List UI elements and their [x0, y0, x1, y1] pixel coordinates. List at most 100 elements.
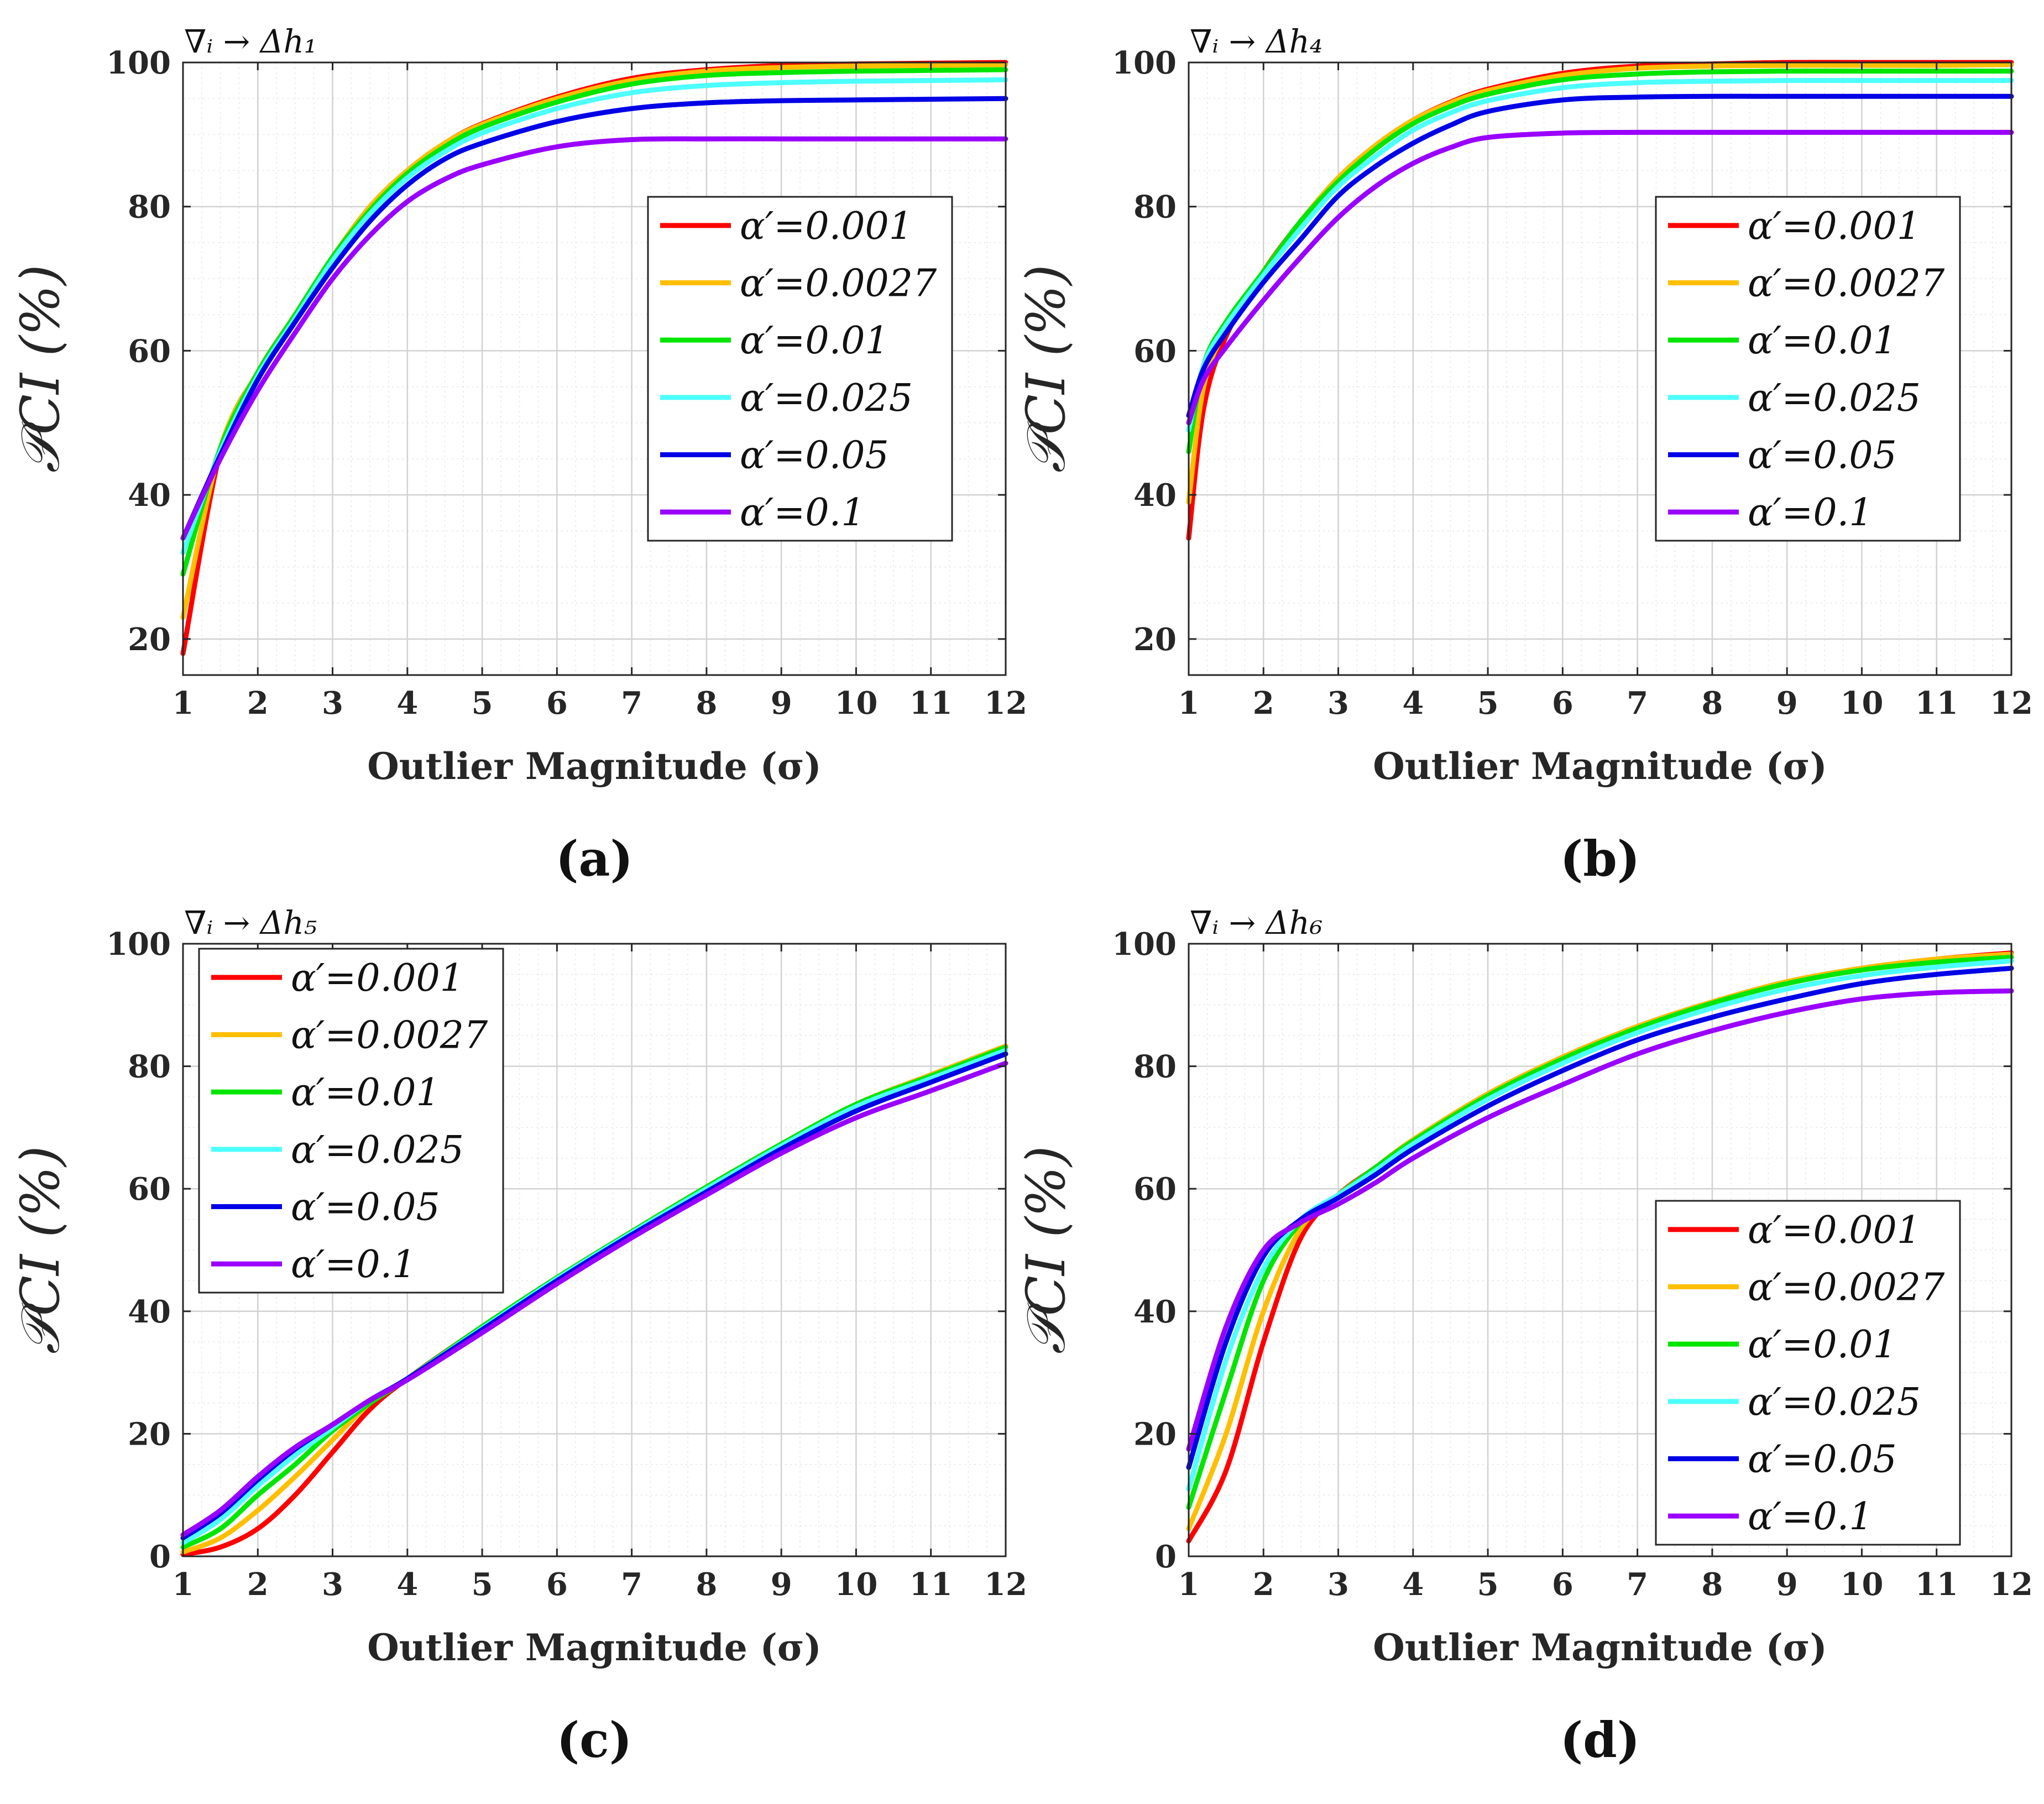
- y-tick-label: 60: [128, 333, 171, 369]
- legend-label: α′=0.01: [291, 1071, 440, 1115]
- x-tick-label: 6: [546, 1566, 568, 1603]
- x-tick-label: 3: [1327, 685, 1349, 721]
- y-tick-label: 100: [106, 45, 171, 81]
- y-tick-label: 80: [128, 1049, 171, 1085]
- y-tick-label: 0: [149, 1539, 171, 1575]
- legend-label: α′=0.025: [1748, 377, 1921, 420]
- legend-label: α′=0.01: [1748, 319, 1897, 363]
- legend-label: α′=0.1: [740, 491, 865, 535]
- legend-label: α′=0.01: [740, 319, 889, 363]
- x-tick-label: 11: [909, 685, 953, 721]
- legend-label: α′=0.1: [291, 1243, 416, 1287]
- y-tick-label: 80: [1133, 189, 1177, 226]
- x-tick-label: 2: [247, 1566, 269, 1603]
- y-tick-label: 40: [1133, 477, 1177, 514]
- series-line-5: [1186, 965, 2014, 1470]
- x-tick-label: 1: [172, 1566, 194, 1603]
- x-tick-label: 1: [1178, 1566, 1200, 1603]
- x-tick-label: 11: [1915, 685, 1958, 721]
- y-axis-label: 𝒫CI (%): [9, 1146, 71, 1354]
- legend: α′=0.001 α′=0.0027 α′=0.01 α′=0.025 α′=0.05 α…: [1655, 196, 1961, 542]
- panel-caption: (d): [1560, 1711, 1640, 1769]
- x-tick-label: 12: [1990, 685, 2033, 721]
- x-tick-label: 7: [621, 1566, 642, 1603]
- x-tick-label: 10: [834, 1566, 877, 1603]
- legend-box: [647, 196, 953, 542]
- legend-label: α′=0.0027: [740, 262, 937, 306]
- y-tick-label: 60: [128, 1171, 171, 1207]
- legend-label: α′=0.001: [1748, 1209, 1921, 1252]
- chart-title: ∇ᵢ → Δh₆: [1190, 904, 1322, 942]
- legend-box: [198, 948, 504, 1294]
- legend: α′=0.001 α′=0.0027 α′=0.01 α′=0.025 α′=0.05 α…: [1655, 1200, 1961, 1546]
- x-tick-label: 12: [1990, 1566, 2033, 1603]
- panel-caption: (c): [557, 1711, 632, 1769]
- legend-label: α′=0.05: [1748, 1438, 1897, 1482]
- y-axis-label: 𝒫CI (%): [1015, 1146, 1077, 1354]
- panel-caption: (b): [1560, 830, 1640, 887]
- panel-caption: (a): [556, 830, 633, 887]
- legend-label: α′=0.001: [740, 205, 913, 248]
- x-tick-label: 9: [1776, 685, 1798, 721]
- legend-label: α′=0.01: [1748, 1323, 1897, 1367]
- x-axis-label: Outlier Magnitude (σ): [367, 745, 822, 788]
- x-tick-label: 4: [1402, 1566, 1424, 1603]
- legend-label: α′=0.05: [291, 1186, 440, 1230]
- legend-label: α′=0.001: [1748, 205, 1921, 248]
- x-tick-label: 6: [1552, 1566, 1573, 1603]
- legend-label: α′=0.001: [291, 956, 464, 1000]
- x-tick-label: 1: [1178, 685, 1200, 721]
- y-axis-label: 𝒫CI (%): [9, 264, 71, 473]
- y-tick-label: 40: [128, 477, 171, 514]
- x-tick-label: 7: [1627, 1566, 1648, 1603]
- y-tick-label: 60: [1133, 333, 1177, 369]
- series-line-6: [1186, 988, 2014, 1452]
- x-tick-label: 5: [472, 685, 493, 721]
- x-tick-label: 10: [1840, 685, 1883, 721]
- y-tick-label: 80: [1133, 1049, 1177, 1085]
- x-tick-label: 6: [1552, 685, 1573, 721]
- x-axis-label: Outlier Magnitude (σ): [367, 1626, 822, 1669]
- x-axis-label: Outlier Magnitude (σ): [1373, 1626, 1827, 1669]
- x-tick-label: 7: [1627, 685, 1648, 721]
- series-line-4: [1186, 78, 2014, 433]
- y-tick-label: 100: [1112, 926, 1177, 963]
- y-tick-label: 20: [1133, 1416, 1177, 1452]
- y-tick-label: 0: [1155, 1539, 1177, 1575]
- legend-box: [1655, 196, 1961, 542]
- y-tick-label: 40: [1133, 1294, 1177, 1330]
- legend-label: α′=0.1: [1748, 491, 1873, 535]
- x-tick-label: 2: [1253, 1566, 1274, 1603]
- y-tick-label: 60: [1133, 1171, 1177, 1207]
- series-group: [180, 1043, 1008, 1557]
- x-tick-label: 11: [909, 1566, 953, 1603]
- y-axis-label: 𝒫CI (%): [1015, 264, 1077, 473]
- x-tick-label: 3: [322, 1566, 343, 1603]
- y-tick-label: 20: [1133, 621, 1177, 658]
- legend-label: α′=0.025: [1748, 1381, 1921, 1424]
- legend-label: α′=0.05: [740, 434, 889, 478]
- x-tick-label: 8: [1701, 1566, 1723, 1603]
- y-tick-label: 80: [128, 189, 171, 226]
- y-tick-label: 20: [128, 1416, 171, 1452]
- x-tick-label: 10: [834, 685, 877, 721]
- x-tick-label: 7: [621, 685, 642, 721]
- y-tick-label: 20: [128, 621, 171, 658]
- x-tick-label: 3: [1327, 1566, 1349, 1603]
- series-line-4: [1186, 958, 2014, 1492]
- legend: α′=0.001 α′=0.0027 α′=0.01 α′=0.025 α′=0.05 α…: [198, 948, 504, 1294]
- legend-label: α′=0.0027: [1748, 262, 1945, 306]
- legend-label: α′=0.0027: [291, 1014, 488, 1058]
- x-tick-label: 3: [322, 685, 343, 721]
- legend-label: α′=0.025: [740, 377, 913, 420]
- x-axis-label: Outlier Magnitude (σ): [1373, 745, 1827, 788]
- tick-marks: [1188, 943, 2012, 1557]
- x-tick-label: 4: [1402, 685, 1424, 721]
- x-tick-label: 4: [396, 1566, 418, 1603]
- x-tick-label: 9: [771, 1566, 792, 1603]
- series-line-6: [180, 136, 1008, 541]
